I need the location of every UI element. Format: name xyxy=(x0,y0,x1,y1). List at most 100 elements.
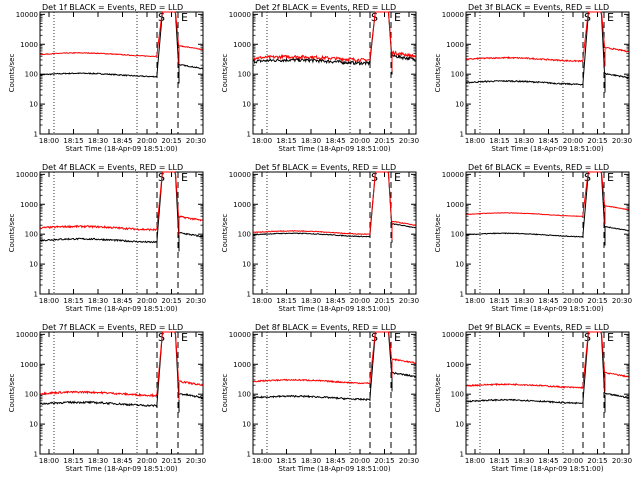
x-tick-label: 20:30 xyxy=(612,137,632,145)
series-lld-line xyxy=(253,331,416,385)
e-marker-label: E xyxy=(181,171,188,184)
y-tick-label: 100 xyxy=(25,231,38,239)
x-axis-label: Start Time (18-Apr-09 18:51:00) xyxy=(278,305,390,313)
e-marker-label: E xyxy=(394,331,401,344)
x-tick-label: 20:30 xyxy=(399,297,419,305)
e-marker-label: E xyxy=(607,331,614,344)
x-tick-label: 18:00 xyxy=(39,297,59,305)
x-tick-label: 18:30 xyxy=(301,457,321,465)
y-tick-label: 10000 xyxy=(229,331,251,339)
x-tick-label: 18:15 xyxy=(276,297,296,305)
x-axis-label: Start Time (18-Apr-09 18:51:00) xyxy=(491,305,603,313)
y-axis-label: Counts/sec xyxy=(221,214,229,253)
y-tick-label: 1 xyxy=(247,131,251,139)
x-tick-label: 20:15 xyxy=(374,457,394,465)
y-tick-label: 1000 xyxy=(20,201,38,209)
x-axis-label: Start Time (18-Apr-09 18:51:00) xyxy=(65,465,177,473)
x-tick-label: 20:15 xyxy=(374,297,394,305)
x-axis-label: Start Time (18-Apr-09 18:51:00) xyxy=(491,145,603,153)
y-tick-label: 100 xyxy=(25,71,38,79)
y-axis-label: Counts/sec xyxy=(434,54,442,93)
x-tick-label: 20:00 xyxy=(137,137,157,145)
x-tick-label: 20:00 xyxy=(350,457,370,465)
x-tick-label: 18:00 xyxy=(39,457,59,465)
plot-frame xyxy=(39,331,204,455)
x-tick-label: 18:45 xyxy=(325,457,345,465)
x-axis-label: Start Time (18-Apr-09 18:51:00) xyxy=(491,465,603,473)
x-tick-label: 18:45 xyxy=(538,457,558,465)
y-tick-label: 10 xyxy=(455,101,464,109)
y-tick-label: 10 xyxy=(455,421,464,429)
series-lld-line xyxy=(40,331,203,398)
y-tick-label: 1000 xyxy=(233,41,251,49)
y-tick-label: 10000 xyxy=(229,171,251,179)
y-tick-label: 1000 xyxy=(20,41,38,49)
y-tick-label: 1 xyxy=(460,451,464,459)
x-tick-label: 18:15 xyxy=(489,457,509,465)
y-tick-label: 100 xyxy=(451,231,464,239)
x-tick-label: 20:15 xyxy=(161,137,181,145)
x-tick-label: 18:30 xyxy=(514,137,534,145)
panel-det-5: Det 5f BLACK = Events, RED = LLD 1 10 100 10… xyxy=(221,163,419,313)
x-tick-label: 20:30 xyxy=(399,137,419,145)
panel-det-1: Det 1f BLACK = Events, RED = LLD 1 10 100 10… xyxy=(8,3,206,153)
x-tick-label: 20:15 xyxy=(587,457,607,465)
x-tick-label: 18:30 xyxy=(301,297,321,305)
y-tick-label: 10000 xyxy=(442,11,464,19)
x-axis-label: Start Time (18-Apr-09 18:51:00) xyxy=(278,465,390,473)
y-tick-label: 1000 xyxy=(446,361,464,369)
x-axis-label: Start Time (18-Apr-09 18:51:00) xyxy=(278,145,390,153)
panel-title: Det 9f BLACK = Events, RED = LLD xyxy=(468,323,609,332)
y-tick-label: 10000 xyxy=(442,331,464,339)
x-tick-label: 18:00 xyxy=(39,137,59,145)
series-lld-line xyxy=(466,171,629,217)
y-tick-label: 1000 xyxy=(233,201,251,209)
y-tick-label: 1 xyxy=(247,291,251,299)
panel-title: Det 4f BLACK = Events, RED = LLD xyxy=(42,163,183,172)
y-tick-label: 100 xyxy=(451,71,464,79)
x-tick-label: 18:30 xyxy=(88,137,108,145)
y-tick-label: 10000 xyxy=(16,331,38,339)
x-tick-label: 18:00 xyxy=(465,457,485,465)
x-tick-label: 20:30 xyxy=(612,297,632,305)
y-tick-label: 1000 xyxy=(446,41,464,49)
y-tick-label: 1 xyxy=(34,291,38,299)
x-tick-label: 18:30 xyxy=(88,457,108,465)
x-tick-label: 20:15 xyxy=(587,297,607,305)
x-tick-label: 20:30 xyxy=(612,457,632,465)
x-axis-label: Start Time (18-Apr-09 18:51:00) xyxy=(65,145,177,153)
panel-title: Det 6f BLACK = Events, RED = LLD xyxy=(468,163,609,172)
y-tick-label: 10 xyxy=(242,261,251,269)
x-tick-label: 20:30 xyxy=(399,457,419,465)
y-axis-label: Counts/sec xyxy=(8,374,16,413)
y-tick-label: 10000 xyxy=(442,171,464,179)
x-tick-label: 20:15 xyxy=(161,457,181,465)
y-axis-label: Counts/sec xyxy=(221,374,229,413)
y-tick-label: 1 xyxy=(34,131,38,139)
y-tick-label: 1 xyxy=(247,451,251,459)
y-tick-label: 100 xyxy=(25,391,38,399)
x-tick-label: 18:00 xyxy=(252,297,272,305)
x-tick-label: 18:45 xyxy=(112,457,132,465)
x-tick-label: 18:15 xyxy=(276,457,296,465)
series-lld-line xyxy=(40,11,203,58)
plot-frame xyxy=(252,11,417,135)
series-lld-line xyxy=(466,331,629,390)
x-tick-label: 18:45 xyxy=(112,297,132,305)
series-lld-line xyxy=(253,171,416,236)
panel-title: Det 1f BLACK = Events, RED = LLD xyxy=(42,3,183,12)
x-tick-label: 18:15 xyxy=(489,137,509,145)
panel-title: Det 5f BLACK = Events, RED = LLD xyxy=(255,163,396,172)
y-tick-label: 10 xyxy=(455,261,464,269)
x-tick-label: 20:00 xyxy=(563,297,583,305)
y-axis-label: Counts/sec xyxy=(8,54,16,93)
y-tick-label: 1000 xyxy=(446,201,464,209)
y-axis-label: Counts/sec xyxy=(221,54,229,93)
x-tick-label: 18:00 xyxy=(252,457,272,465)
x-tick-label: 20:15 xyxy=(587,137,607,145)
series-lld-line xyxy=(466,11,629,63)
y-tick-label: 1 xyxy=(34,451,38,459)
e-marker-label: E xyxy=(181,11,188,24)
panel-det-6: Det 6f BLACK = Events, RED = LLD 1 10 100 10… xyxy=(434,163,632,313)
